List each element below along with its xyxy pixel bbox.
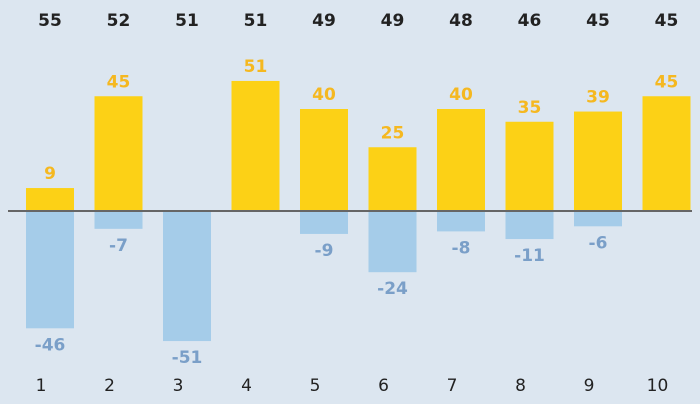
category-label: 4 [241,376,252,396]
total-label: 48 [449,11,473,31]
value-labels: 9 -46 45 -7 -51 51 40 -9 25 -24 40 -8 35 -11 39 -6 45 [35,57,679,368]
category-label: 6 [378,376,389,396]
category-labels: 1 2 3 4 5 6 7 8 9 10 [36,376,669,396]
positive-value-label: 39 [586,88,610,108]
negative-bar [26,211,74,329]
negative-value-label: -7 [109,236,128,256]
positive-value-label: 35 [518,98,542,118]
total-label: 46 [518,11,542,31]
negative-bar [505,211,554,240]
total-label: 52 [107,11,131,31]
negative-bar [300,211,348,234]
negative-value-label: -46 [35,335,66,355]
category-label: 7 [447,376,458,396]
total-label: 45 [655,11,679,31]
negative-value-label: -11 [514,246,545,266]
positive-bar [300,109,348,211]
positive-bar [437,109,485,211]
positive-value-label: 9 [44,164,56,184]
positive-bar [368,147,417,211]
positive-value-label: 45 [107,72,131,92]
negative-bar [163,211,211,342]
positive-value-label: 40 [449,85,473,105]
total-label: 51 [244,11,268,31]
category-label: 3 [173,376,184,396]
negative-value-label: -8 [452,238,471,258]
bars [26,80,691,342]
positive-bar [574,111,622,211]
category-label: 10 [647,376,669,396]
positive-bar [642,96,691,211]
total-label: 55 [38,11,62,31]
positive-value-label: 51 [244,57,268,77]
totals-row: 55 52 51 51 49 49 48 46 45 45 [38,11,678,31]
category-label: 8 [515,376,526,396]
total-label: 45 [586,11,610,31]
category-label: 9 [584,376,595,396]
positive-bar [231,80,280,211]
negative-value-label: -9 [315,241,334,261]
negative-bar [368,211,417,273]
category-label: 1 [36,376,47,396]
positive-value-label: 25 [381,123,405,143]
positive-bar [505,121,554,211]
positive-bar [94,96,143,211]
total-label: 49 [381,11,405,31]
positive-value-label: 45 [655,72,679,92]
total-label: 51 [175,11,199,31]
negative-bar [574,211,622,227]
negative-bar [437,211,485,232]
category-label: 2 [104,376,115,396]
negative-value-label: -6 [589,233,608,253]
positive-bar [26,188,74,211]
negative-value-label: -51 [172,348,203,368]
positive-value-label: 40 [312,85,336,105]
total-label: 49 [312,11,336,31]
negative-value-label: -24 [377,279,408,299]
negative-bar [94,211,143,229]
category-label: 5 [310,376,321,396]
